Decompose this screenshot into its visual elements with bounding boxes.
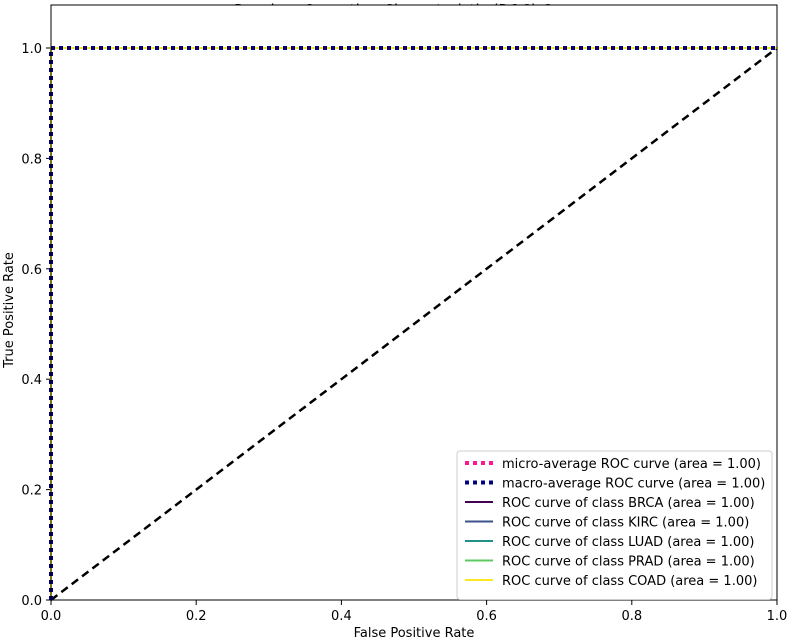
legend-label-1: macro-average ROC curve (area = 1.00): [502, 477, 765, 492]
y-tick-label: 0.2: [21, 484, 42, 499]
x-tick-label: 0.4: [331, 609, 352, 624]
x-tick-label: 0.2: [186, 609, 207, 624]
legend-label-5: ROC curve of class PRAD (area = 1.00): [502, 555, 755, 570]
legend-box: [456, 450, 773, 600]
legend-label-3: ROC curve of class KIRC (area = 1.00): [502, 516, 749, 531]
legend-label-2: ROC curve of class BRCA (area = 1.00): [502, 496, 755, 511]
y-tick-label: 0.6: [21, 263, 42, 278]
y-tick-label: 0.4: [21, 373, 42, 388]
y-axis-label: True Positive Rate: [2, 252, 17, 369]
x-tick-label: 0.0: [41, 609, 62, 624]
legend-label-4: ROC curve of class LUAD (area = 1.00): [502, 535, 754, 550]
legend-label-0: micro-average ROC curve (area = 1.00): [502, 457, 761, 472]
y-tick-label: 1.0: [21, 42, 42, 57]
x-tick-label: 0.8: [621, 609, 642, 624]
x-tick-label: 0.6: [476, 609, 497, 624]
y-tick-label: 0.0: [21, 594, 42, 609]
chance-diagonal-line: [50, 47, 778, 601]
x-tick-label: 1.0: [767, 609, 788, 624]
legend-label-6: ROC curve of class COAD (area = 1.00): [502, 574, 757, 589]
plot-frame: [50, 4, 778, 601]
x-axis-label: False Positive Rate: [354, 626, 475, 640]
y-tick-label: 0.8: [21, 152, 42, 167]
plot-area: 0.0 0.2 0.4 0.6 0.8 1.0 0.0 0.2 0.4 0.6 0.8 1.0 micr…: [21, 4, 788, 624]
